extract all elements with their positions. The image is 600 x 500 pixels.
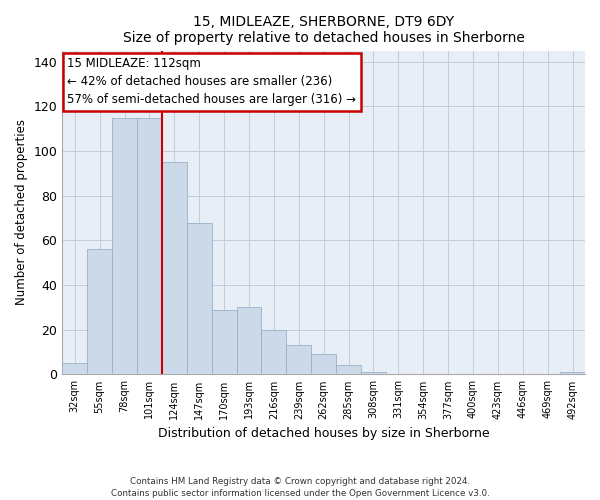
Bar	[236, 308, 262, 374]
Bar	[286, 346, 311, 374]
Bar	[187, 222, 212, 374]
Title: 15, MIDLEAZE, SHERBORNE, DT9 6DY
Size of property relative to detached houses in: 15, MIDLEAZE, SHERBORNE, DT9 6DY Size of…	[123, 15, 524, 45]
Bar	[262, 330, 286, 374]
Text: Contains HM Land Registry data © Crown copyright and database right 2024.
Contai: Contains HM Land Registry data © Crown c…	[110, 476, 490, 498]
Bar	[336, 366, 361, 374]
Text: 15 MIDLEAZE: 112sqm
← 42% of detached houses are smaller (236)
57% of semi-detac: 15 MIDLEAZE: 112sqm ← 42% of detached ho…	[67, 57, 356, 106]
Bar	[212, 310, 236, 374]
Bar	[112, 118, 137, 374]
X-axis label: Distribution of detached houses by size in Sherborne: Distribution of detached houses by size …	[158, 427, 490, 440]
Bar	[560, 372, 585, 374]
Bar	[361, 372, 386, 374]
Y-axis label: Number of detached properties: Number of detached properties	[15, 120, 28, 306]
Bar	[162, 162, 187, 374]
Bar	[87, 250, 112, 374]
Bar	[62, 364, 87, 374]
Bar	[137, 118, 162, 374]
Bar	[311, 354, 336, 374]
